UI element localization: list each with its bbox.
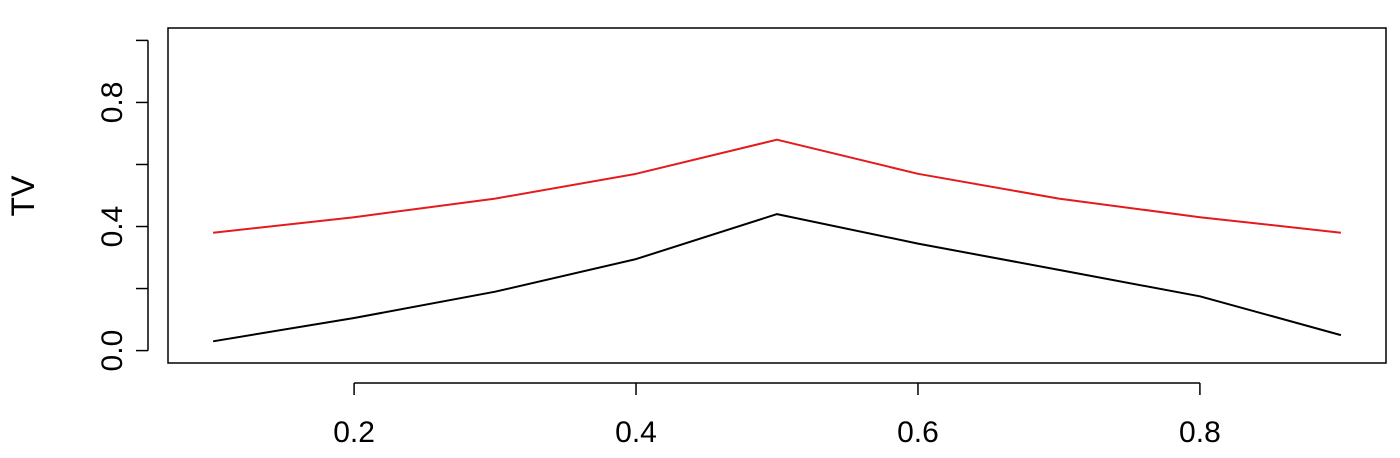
y-tick-label: 0.4: [96, 206, 129, 248]
x-axis: 0.2 0.4 0.6 0.8: [333, 382, 1221, 449]
series-line-1: [212, 213, 1342, 343]
y-tick-label: 0.0: [96, 330, 129, 372]
x-tick-label: 0.4: [615, 416, 657, 449]
series-layer: [212, 138, 1342, 343]
x-tick-label: 0.6: [897, 416, 939, 449]
x-tick-label: 0.8: [1179, 416, 1221, 449]
y-axis-title: TV: [5, 175, 41, 217]
plot-frame: [167, 27, 1387, 364]
y-tick-label: 0.8: [96, 82, 129, 124]
x-tick-label: 0.2: [333, 416, 375, 449]
y-axis: 0.0 0.4 0.8: [96, 39, 149, 372]
series-line-2: [212, 138, 1342, 234]
